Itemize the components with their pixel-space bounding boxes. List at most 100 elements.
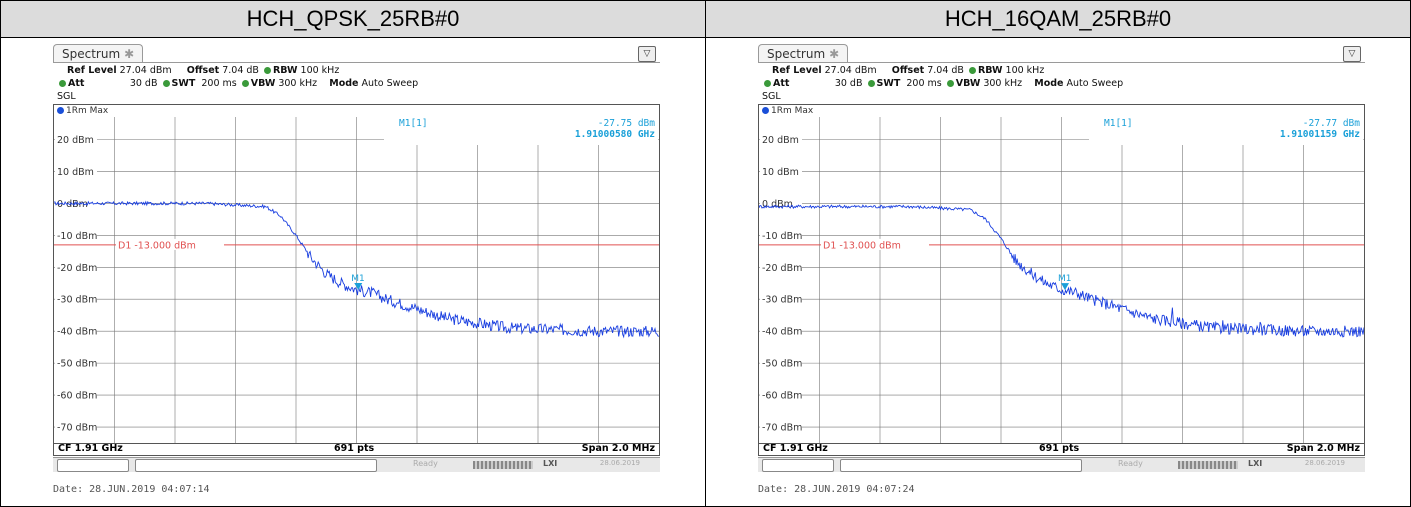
y-tick-label: -70 dBm [57,423,97,434]
tick-label-background [55,261,97,273]
tick-label-background [760,325,802,337]
display-line-label: D1 -13.000 dBm [118,240,196,251]
display-line-label-background [116,238,224,250]
status-ready: Ready [413,459,438,468]
tick-label-background [55,293,97,305]
y-tick-label: 0 dBm [762,199,793,210]
tab-label: Spectrum [62,47,121,61]
y-tick-label: -40 dBm [57,327,97,338]
swt-value: 200 ms [201,78,237,89]
ref-level-value: 27.04 dBm [119,65,172,76]
offset-value: 7.04 dB [222,65,259,76]
lxi-icon: LXI [543,459,558,468]
status-field-1[interactable] [57,459,129,472]
y-tick-label: -60 dBm [57,391,97,402]
y-tick-label: -20 dBm [762,263,802,274]
att-status-dot-icon [59,80,66,87]
trace-label: 1Rm Max [66,106,109,116]
marker-readout-value: -27.77 dBm [1303,118,1360,129]
mode-value: Auto Sweep [1066,78,1124,89]
spectrum-screenshot: Spectrum ✱ ▽ Ref Level 27.04 dBm Offset 7… [758,44,1365,472]
status-field-2[interactable] [840,459,1082,472]
tab-spectrum[interactable]: Spectrum ✱ [758,44,848,62]
marker-tag: M1 [351,274,365,284]
tick-label-background [55,133,97,145]
rbw-status-dot-icon [263,67,271,74]
trace-dot-icon [57,107,64,114]
status-field-1[interactable] [762,459,834,472]
tick-label-background [760,133,802,145]
triangle-marker-icon[interactable] [1061,283,1070,291]
marker-tag: M1 [1058,274,1072,284]
span-value: Span 2.0 MHz [1286,443,1360,454]
display-line-label-background [821,238,929,250]
marker-readout-background [384,117,658,145]
tick-label-background [55,389,97,401]
tick-label-background [760,197,802,209]
trace-label: 1Rm Max [771,106,814,116]
tick-label-background [55,325,97,337]
center-frequency: CF 1.91 GHz [58,443,123,454]
vbw-status-dot-icon [946,80,954,87]
swt-value: 200 ms [906,78,942,89]
spectrum-screenshot: Spectrum ✱ ▽ Ref Level 27.04 dBm Offset 7… [53,44,660,472]
graph-footer: CF 1.91 GHz 691 pts Span 2.0 MHz [758,443,1365,456]
tick-label-background [760,229,802,241]
ref-level-value: 27.04 dBm [824,65,877,76]
offset-label: Offset [891,65,925,76]
tick-label-background [760,357,802,369]
spectrum-menu-icon[interactable]: ▽ [638,46,656,62]
status-date: 28.06.2019 [1304,459,1345,467]
y-tick-label: 20 dBm [762,135,799,146]
tick-label-background [55,421,97,433]
att-status-dot-icon [764,80,771,87]
y-tick-label: -50 dBm [762,359,802,370]
points-count: 691 pts [334,443,375,454]
y-tick-label: -50 dBm [57,359,97,370]
spectrum-menu-icon[interactable]: ▽ [1343,46,1361,62]
tick-label-background [760,261,802,273]
status-ready: Ready [1118,459,1143,468]
y-tick-label: -30 dBm [57,295,97,306]
swt-status-dot-icon [162,80,170,87]
progress-bar [1178,461,1238,469]
star-icon: ✱ [829,47,840,61]
status-field-2[interactable] [135,459,377,472]
panel-left: Spectrum ✱ ▽ Ref Level 27.04 dBm Offset 7… [1,38,705,506]
date-stamp: Date: 28.JUN.2019 04:07:14 [53,484,210,495]
marker-readout-value: -27.75 dBm [598,118,655,129]
offset-label: Offset [186,65,220,76]
tick-label-background [760,389,802,401]
tick-label-background [55,229,97,241]
marker-readout-label: M1[1] [1104,118,1133,129]
y-tick-label: 20 dBm [57,135,94,146]
trace-line [759,204,1364,338]
progress-bar [473,461,533,469]
trace-dot-icon [762,107,769,114]
y-tick-label: -70 dBm [762,423,802,434]
sgl-label: SGL [57,91,76,102]
y-tick-label: 10 dBm [762,167,799,178]
rbw-label: RBW [977,65,1003,76]
y-tick-label: -60 dBm [762,391,802,402]
vbw-label: VBW [250,78,276,89]
trace-bar: 1Rm Max [54,105,659,117]
sgl-label: SGL [762,91,781,102]
y-tick-label: -20 dBm [57,263,97,274]
triangle-marker-icon[interactable] [354,283,363,291]
att-label: Att [773,78,790,89]
status-bar: Ready LXI 28.06.2019 [758,457,1365,472]
tab-spectrum[interactable]: Spectrum ✱ [53,44,143,62]
ref-level-label: Ref Level [772,65,822,76]
date-stamp: Date: 28.JUN.2019 04:07:24 [758,484,915,495]
panel-title-left: HCH_QPSK_25RB#0 [0,0,706,38]
vbw-value: 300 kHz [983,78,1023,89]
tick-label-background [55,357,97,369]
status-date: 28.06.2019 [599,459,640,467]
rbw-value: 100 kHz [300,65,340,76]
trace-line [54,200,659,339]
y-tick-label: -30 dBm [762,295,802,306]
att-label: Att [68,78,85,89]
